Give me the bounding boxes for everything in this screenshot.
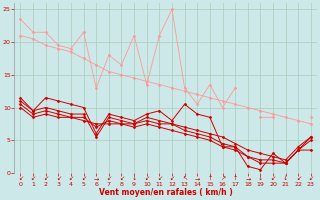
X-axis label: Vent moyen/en rafales ( km/h ): Vent moyen/en rafales ( km/h ) (99, 188, 233, 197)
